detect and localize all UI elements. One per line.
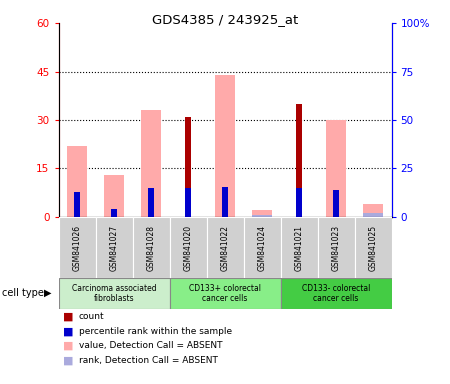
Text: ■: ■	[63, 341, 73, 351]
Bar	[111, 209, 117, 217]
Text: GSM841021: GSM841021	[294, 225, 303, 271]
Text: percentile rank within the sample: percentile rank within the sample	[79, 327, 232, 336]
Bar	[67, 146, 87, 217]
Bar	[296, 188, 302, 217]
Bar	[243, 217, 280, 278]
Bar	[333, 190, 339, 217]
Bar	[104, 175, 124, 217]
Bar	[222, 187, 228, 217]
Bar	[141, 110, 161, 217]
Bar	[363, 213, 383, 217]
Bar	[58, 217, 95, 278]
Bar	[252, 210, 272, 217]
Text: Carcinoma associated
fibroblasts: Carcinoma associated fibroblasts	[72, 284, 156, 303]
Bar	[363, 204, 383, 217]
Text: ■: ■	[63, 356, 73, 366]
Bar	[95, 217, 132, 278]
Bar	[252, 215, 272, 217]
Text: count: count	[79, 312, 104, 321]
Text: GSM841024: GSM841024	[257, 225, 266, 271]
Text: GSM841022: GSM841022	[220, 225, 230, 271]
Bar	[170, 278, 280, 309]
Text: rank, Detection Call = ABSENT: rank, Detection Call = ABSENT	[79, 356, 218, 365]
Text: CD133+ colorectal
cancer cells: CD133+ colorectal cancer cells	[189, 284, 261, 303]
Bar	[207, 217, 243, 278]
Bar	[170, 217, 207, 278]
Text: ▶: ▶	[44, 288, 52, 298]
Text: GSM841026: GSM841026	[72, 225, 81, 271]
Text: GSM841020: GSM841020	[184, 225, 193, 271]
Bar	[318, 217, 355, 278]
Bar	[215, 75, 235, 217]
Text: ■: ■	[63, 312, 73, 322]
Bar	[296, 104, 302, 217]
Bar	[132, 217, 170, 278]
Text: ■: ■	[63, 326, 73, 336]
Text: GDS4385 / 243925_at: GDS4385 / 243925_at	[152, 13, 298, 26]
Bar	[280, 278, 392, 309]
Text: value, Detection Call = ABSENT: value, Detection Call = ABSENT	[79, 341, 222, 351]
Bar	[74, 192, 81, 217]
Text: GSM841027: GSM841027	[109, 225, 118, 271]
Bar	[326, 120, 346, 217]
Bar	[280, 217, 318, 278]
Bar	[148, 188, 154, 217]
Bar	[184, 117, 191, 217]
Text: GSM841028: GSM841028	[147, 225, 156, 271]
Text: GSM841023: GSM841023	[332, 225, 341, 271]
Bar	[184, 188, 191, 217]
Text: CD133- colorectal
cancer cells: CD133- colorectal cancer cells	[302, 284, 370, 303]
Bar	[355, 217, 392, 278]
Bar	[58, 278, 170, 309]
Text: cell type: cell type	[2, 288, 44, 298]
Text: GSM841025: GSM841025	[369, 225, 378, 271]
